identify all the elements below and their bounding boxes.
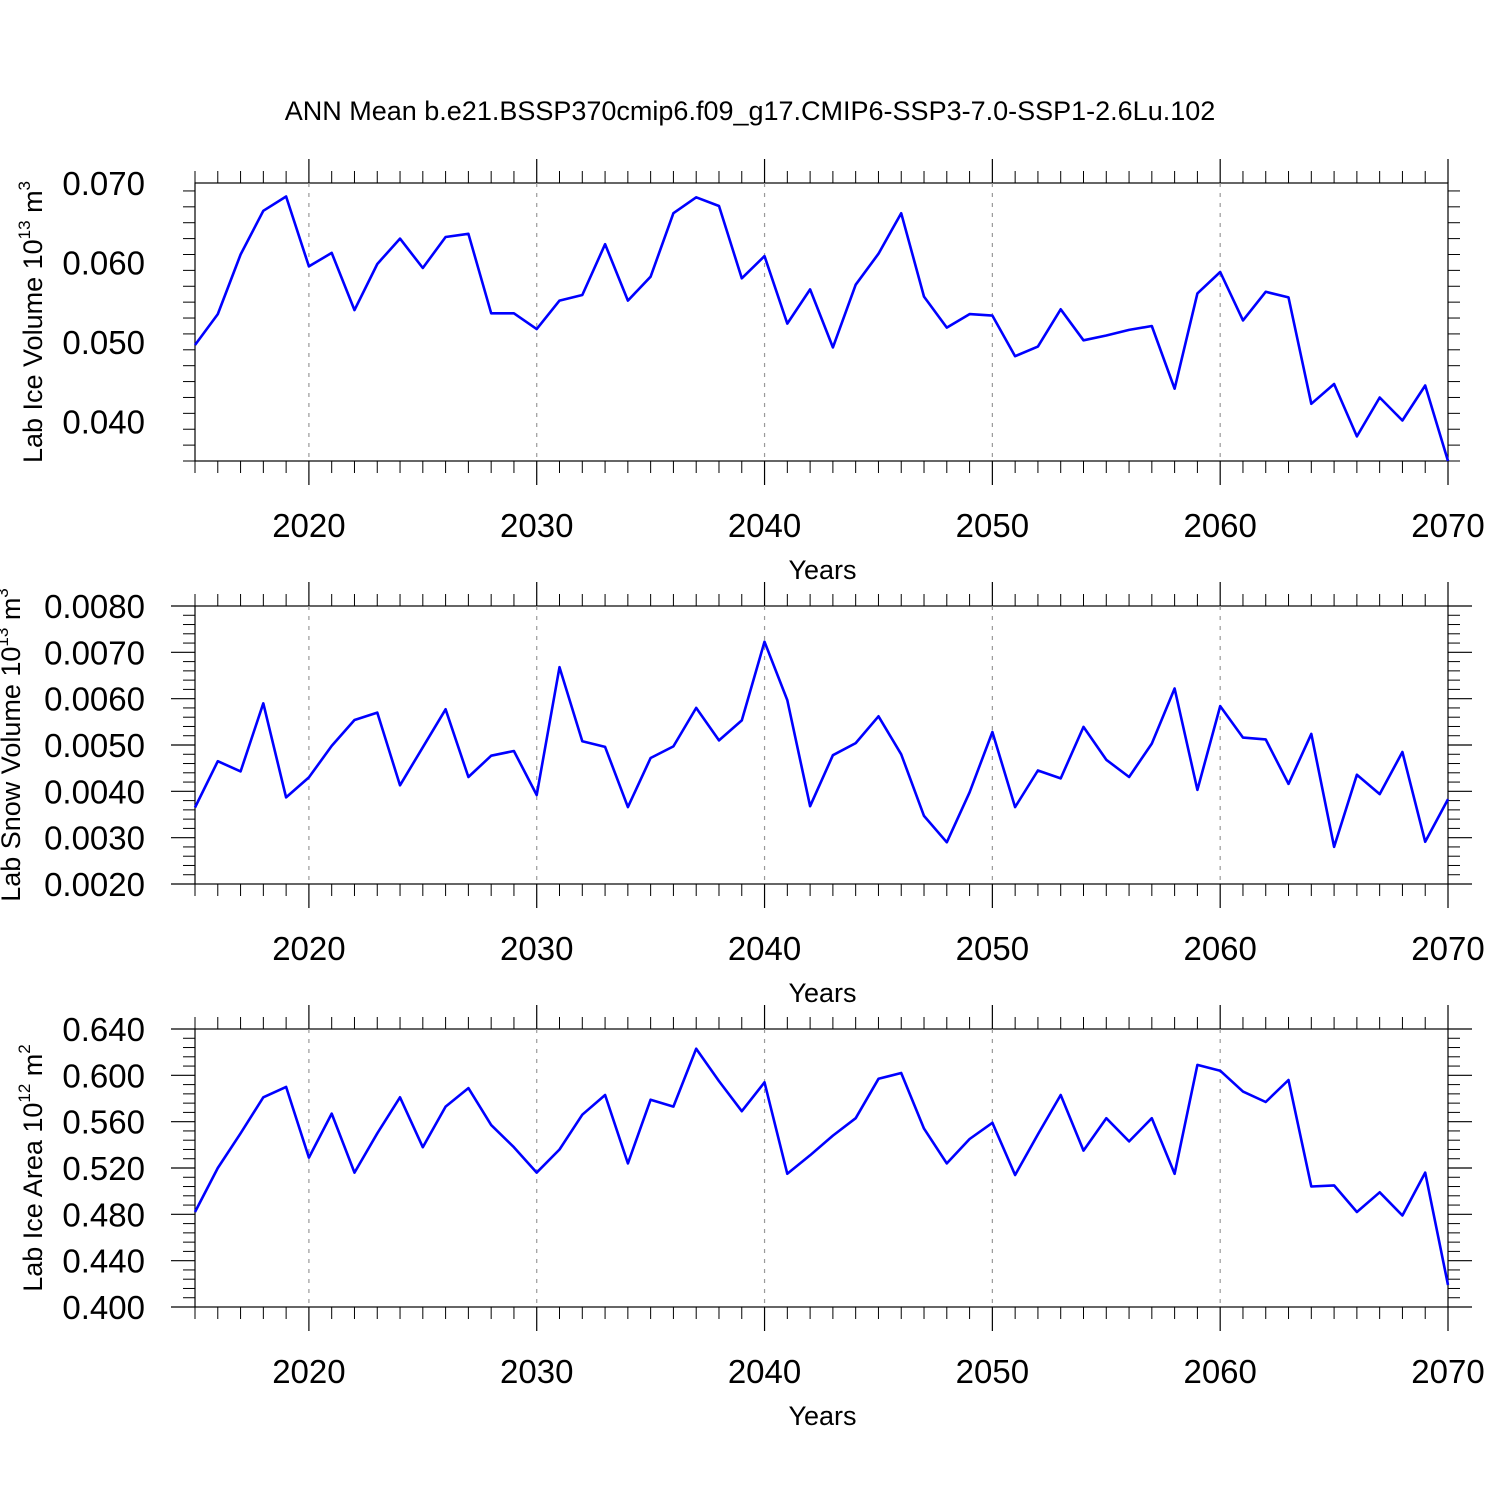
y-axis-title: Lab Ice Area 1012 m2 xyxy=(15,1044,48,1292)
x-tick-label: 2040 xyxy=(728,507,801,544)
y-tick-label: 0.050 xyxy=(62,324,145,361)
x-axis-title: Years xyxy=(788,1401,856,1431)
plot-frame xyxy=(194,1028,1449,1308)
series-line xyxy=(193,195,1450,462)
x-tick-label: 2060 xyxy=(1183,507,1256,544)
x-tick-label: 2050 xyxy=(956,507,1029,544)
x-tick-label: 2020 xyxy=(272,930,345,967)
series-line xyxy=(193,1047,1450,1286)
y-axis-title: Lab Ice Volume 1013 m3 xyxy=(15,181,48,463)
panel-lab-ice-volume: 2020 2030 2040 2050 2060 2070 0.040 0.050 0.060 0… xyxy=(15,159,1485,585)
y-tick-label: 0.0020 xyxy=(44,866,145,903)
y-tick-label: 0.600 xyxy=(62,1057,145,1094)
x-tick-label: 2030 xyxy=(500,930,573,967)
y-tick-label: 0.0080 xyxy=(44,588,145,625)
x-tick-label: 2030 xyxy=(500,507,573,544)
y-tick-label: 0.0030 xyxy=(44,820,145,857)
y-tick-label: 0.440 xyxy=(62,1243,145,1280)
plot-frame xyxy=(194,605,1449,885)
x-tick-label: 2040 xyxy=(728,1353,801,1390)
x-tick-label: 2040 xyxy=(728,930,801,967)
panel-lab-snow-volume: 2020 2030 2040 2050 2060 2070 0.0020 0.0030 0.00… xyxy=(0,582,1485,1008)
x-tick-label: 2060 xyxy=(1183,1353,1256,1390)
y-tick-label: 0.560 xyxy=(62,1104,145,1141)
y-tick-label: 0.640 xyxy=(62,1011,145,1048)
panel-lab-ice-area: 2020 2030 2040 2050 2060 2070 0.400 0.440 0.480 0… xyxy=(15,1005,1485,1431)
y-tick-label: 0.0040 xyxy=(44,773,145,810)
y-tick-label: 0.070 xyxy=(62,165,145,202)
y-axis-title: Lab Snow Volume 1013 m3 xyxy=(0,588,26,902)
y-tick-label: 0.480 xyxy=(62,1196,145,1233)
x-tick-label: 2070 xyxy=(1411,1353,1484,1390)
y-tick-label: 0.060 xyxy=(62,244,145,281)
x-tick-label: 2060 xyxy=(1183,930,1256,967)
y-tick-label: 0.0050 xyxy=(44,727,145,764)
x-tick-label: 2020 xyxy=(272,1353,345,1390)
y-tick-label: 0.0060 xyxy=(44,681,145,718)
y-tick-label: 0.040 xyxy=(62,403,145,440)
x-tick-label: 2070 xyxy=(1411,507,1484,544)
plot-frame xyxy=(194,182,1449,462)
series-line xyxy=(193,640,1450,849)
x-tick-label: 2070 xyxy=(1411,930,1484,967)
y-tick-label: 0.0070 xyxy=(44,634,145,671)
x-tick-label: 2020 xyxy=(272,507,345,544)
x-tick-label: 2050 xyxy=(956,1353,1029,1390)
x-tick-label: 2050 xyxy=(956,930,1029,967)
y-tick-label: 0.400 xyxy=(62,1289,145,1326)
chart-title: ANN Mean b.e21.BSSP370cmip6.f09_g17.CMIP… xyxy=(285,96,1216,126)
x-tick-label: 2030 xyxy=(500,1353,573,1390)
y-tick-label: 0.520 xyxy=(62,1150,145,1187)
x-axis-title: Years xyxy=(788,555,856,585)
x-axis-title: Years xyxy=(788,978,856,1008)
